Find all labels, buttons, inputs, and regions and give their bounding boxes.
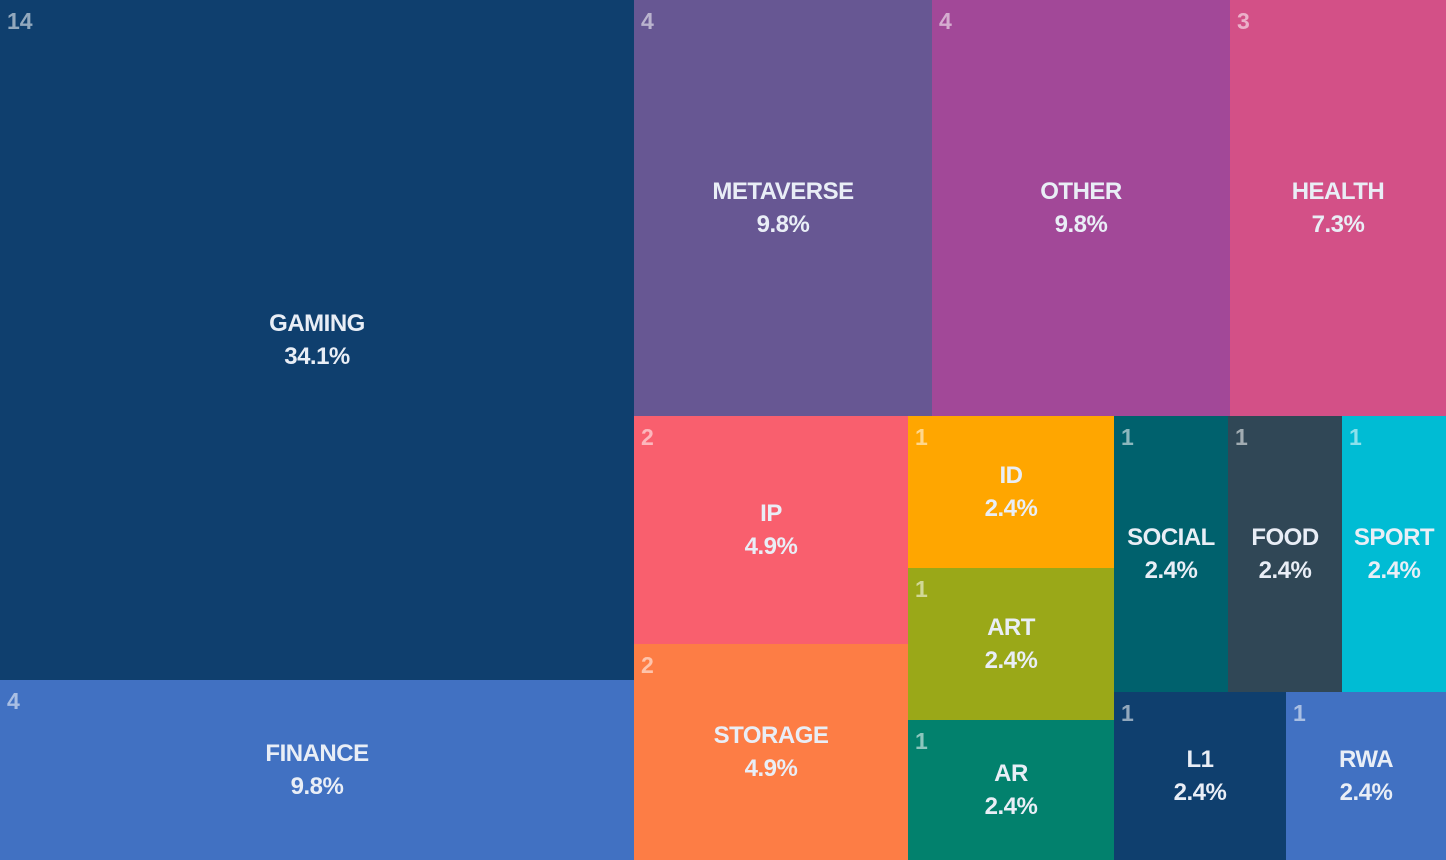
treemap-cell-storage: 2 STORAGE 4.9% (634, 644, 908, 860)
cell-label-group: OTHER 9.8% (932, 175, 1230, 241)
cell-label-group: METAVERSE 9.8% (634, 175, 932, 241)
cell-label-group: L1 2.4% (1114, 743, 1286, 809)
cell-name: OTHER (1040, 178, 1122, 205)
cell-count: 4 (939, 8, 952, 34)
cell-count: 4 (7, 688, 20, 714)
cell-percent: 9.8% (1054, 211, 1108, 238)
cell-name: ID (999, 462, 1024, 489)
cell-count: 2 (641, 652, 654, 678)
cell-count: 2 (641, 424, 654, 450)
cell-count: 1 (1121, 700, 1134, 726)
cell-name: IP (760, 500, 782, 527)
cell-name: ART (987, 614, 1035, 641)
cell-name: GAMING (269, 310, 365, 337)
cell-name: AR (994, 760, 1028, 787)
cell-percent: 2.4% (984, 647, 1038, 674)
treemap-cell-social: 1 SOCIAL 2.4% (1114, 416, 1228, 692)
cell-name: METAVERSE (712, 178, 854, 205)
cell-percent: 7.3% (1311, 211, 1365, 238)
cell-label-group: RWA 2.4% (1286, 743, 1446, 809)
cell-label-group: FOOD 2.4% (1228, 521, 1342, 587)
cell-label-group: SPORT 2.4% (1342, 521, 1446, 587)
cell-label-group: STORAGE 4.9% (634, 719, 908, 785)
treemap-cell-sport: 1 SPORT 2.4% (1342, 416, 1446, 692)
cell-name: RWA (1338, 746, 1394, 773)
cell-count: 1 (915, 576, 928, 602)
cell-percent: 4.9% (744, 533, 798, 560)
cell-count: 1 (1121, 424, 1134, 450)
cell-label-group: ART 2.4% (908, 611, 1114, 677)
treemap-cell-food: 1 FOOD 2.4% (1228, 416, 1342, 692)
cell-name: STORAGE (713, 722, 829, 749)
cell-label-group: SOCIAL 2.4% (1114, 521, 1228, 587)
cell-label-group: ID 2.4% (908, 459, 1114, 525)
cell-percent: 2.4% (1144, 557, 1198, 584)
cell-percent: 2.4% (1173, 779, 1227, 806)
treemap-cell-id: 1 ID 2.4% (908, 416, 1114, 568)
cell-count: 1 (915, 424, 928, 450)
cell-percent: 4.9% (744, 755, 798, 782)
cell-percent: 2.4% (984, 495, 1038, 522)
cell-percent: 2.4% (1339, 779, 1393, 806)
treemap-cell-art: 1 ART 2.4% (908, 568, 1114, 720)
cell-count: 1 (1293, 700, 1306, 726)
cell-count: 1 (915, 728, 928, 754)
cell-count: 3 (1237, 8, 1250, 34)
cell-percent: 2.4% (1258, 557, 1312, 584)
cell-count: 14 (7, 8, 33, 34)
cell-count: 1 (1235, 424, 1248, 450)
treemap-cell-ip: 2 IP 4.9% (634, 416, 908, 644)
treemap-cell-ar: 1 AR 2.4% (908, 720, 1114, 860)
treemap-cell-other: 4 OTHER 9.8% (932, 0, 1230, 416)
cell-percent: 2.4% (984, 793, 1038, 820)
cell-percent: 9.8% (756, 211, 810, 238)
cell-percent: 9.8% (290, 773, 344, 800)
cell-name: L1 (1186, 746, 1214, 773)
treemap-cell-finance: 4 FINANCE 9.8% (0, 680, 634, 860)
cell-count: 4 (641, 8, 654, 34)
cell-count: 1 (1349, 424, 1362, 450)
cell-name: SOCIAL (1127, 524, 1215, 551)
cell-label-group: AR 2.4% (908, 757, 1114, 823)
cell-name: FINANCE (265, 740, 369, 767)
treemap-cell-rwa: 1 RWA 2.4% (1286, 692, 1446, 860)
treemap-cell-l1: 1 L1 2.4% (1114, 692, 1286, 860)
treemap-cell-metaverse: 4 METAVERSE 9.8% (634, 0, 932, 416)
treemap-cell-gaming: 14 GAMING 34.1% (0, 0, 634, 680)
cell-percent: 2.4% (1367, 557, 1421, 584)
cell-label-group: GAMING 34.1% (0, 307, 634, 373)
cell-name: SPORT (1353, 524, 1435, 551)
cell-name: FOOD (1251, 524, 1319, 551)
cell-percent: 34.1% (284, 343, 350, 370)
cell-label-group: FINANCE 9.8% (0, 737, 634, 803)
cell-label-group: IP 4.9% (634, 497, 908, 563)
cell-label-group: HEALTH 7.3% (1230, 175, 1446, 241)
cell-name: HEALTH (1291, 178, 1385, 205)
treemap-cell-health: 3 HEALTH 7.3% (1230, 0, 1446, 416)
